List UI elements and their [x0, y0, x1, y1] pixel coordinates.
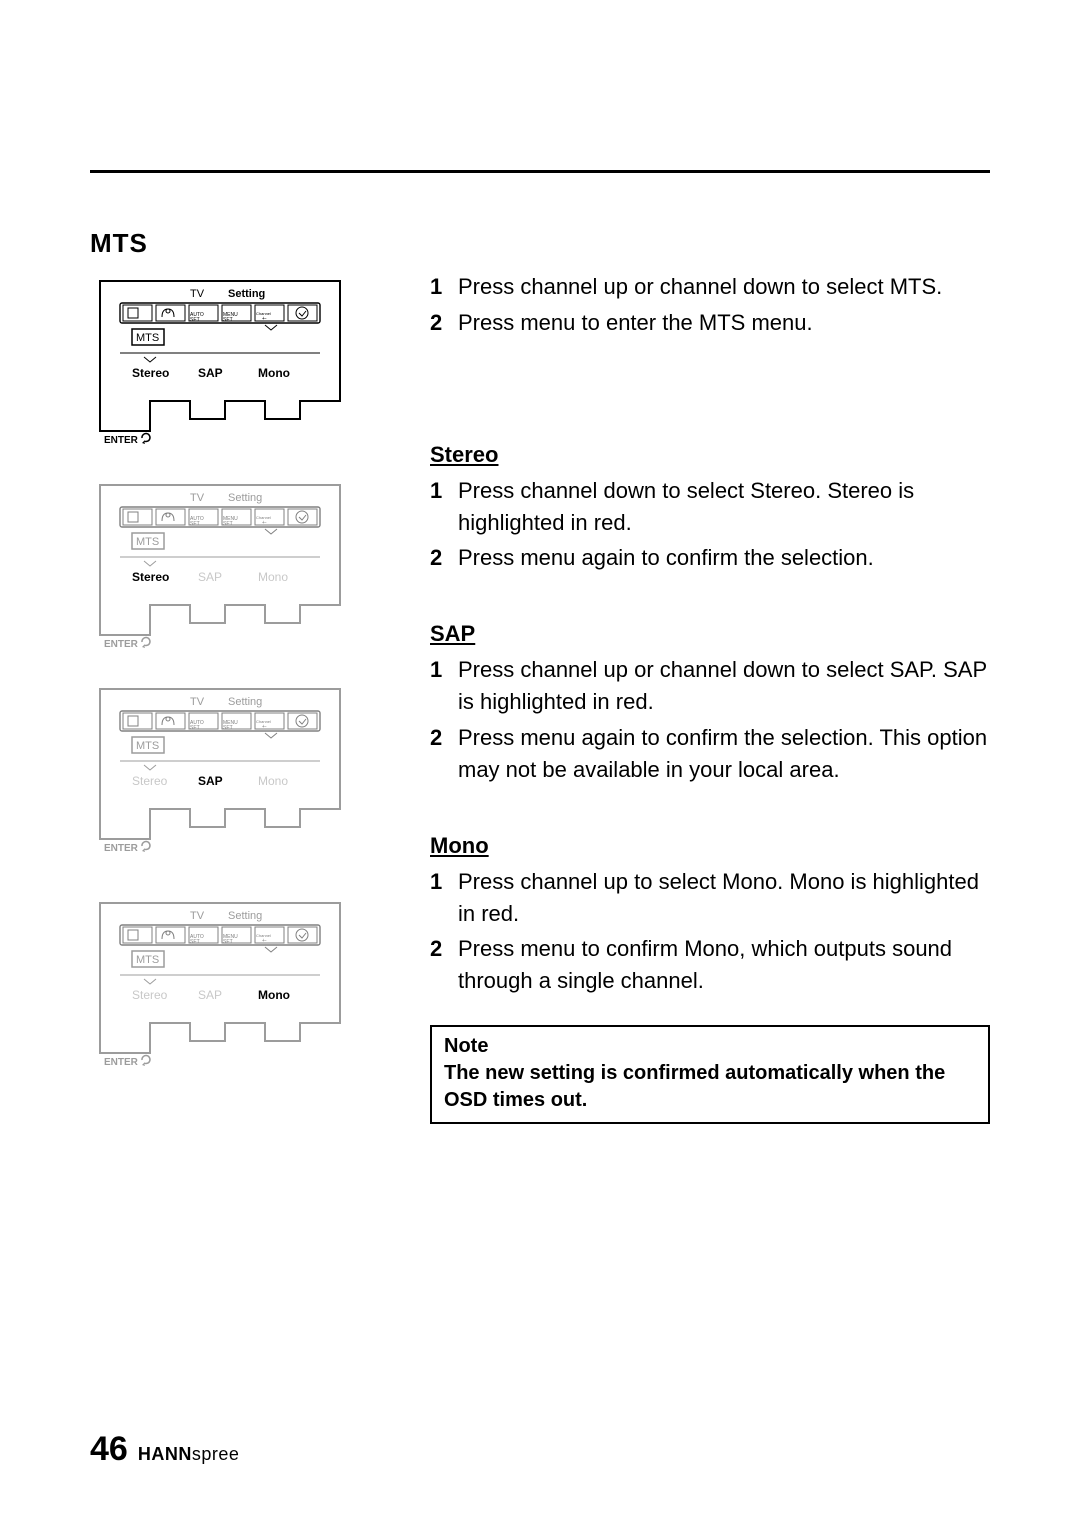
svg-text:SET: SET — [223, 317, 233, 323]
svg-text:Mono: Mono — [258, 774, 288, 788]
svg-text:Stereo: Stereo — [132, 366, 169, 380]
osd-panel-3: TVSettingAUTOSETMENUSETChannel+-MTSStere… — [90, 679, 390, 859]
svg-text:SET: SET — [223, 725, 233, 731]
text-column: 1Press channel up or channel down to sel… — [430, 271, 990, 1124]
intro-steps: 1 Press channel up or channel down to sel… — [430, 271, 990, 339]
page-number: 46 — [90, 1430, 128, 1469]
step-text: Press menu again to confirm the selectio… — [458, 722, 990, 786]
step-text: Press menu to enter the MTS menu. — [458, 307, 813, 339]
step-number: 1 — [430, 866, 448, 930]
svg-text:Setting: Setting — [228, 492, 262, 504]
step-number: 2 — [430, 542, 448, 574]
svg-text:ENTER: ENTER — [104, 1057, 139, 1068]
svg-text:TV: TV — [190, 696, 205, 708]
list-item: 2Press menu again to confirm the selecti… — [430, 722, 990, 786]
step-number: 1 — [430, 271, 448, 303]
step-text: Press menu again to confirm the selectio… — [458, 542, 874, 574]
list-item: 1Press channel down to select Stereo. St… — [430, 475, 990, 539]
svg-text:MTS: MTS — [136, 740, 159, 752]
svg-text:SAP: SAP — [198, 366, 223, 380]
list-item: 1 Press channel up or channel down to sel… — [430, 271, 990, 303]
svg-text:Stereo: Stereo — [132, 570, 169, 584]
horizontal-rule — [90, 170, 990, 173]
svg-text:SET: SET — [190, 725, 200, 731]
svg-text:Mono: Mono — [258, 366, 290, 380]
stereo-heading: Stereo — [430, 439, 990, 471]
svg-text:+-: +- — [262, 520, 267, 526]
svg-text:SET: SET — [190, 939, 200, 945]
svg-text:TV: TV — [190, 288, 205, 300]
list-item: 1Press channel up to select Mono. Mono i… — [430, 866, 990, 930]
osd-panel-4: TVSettingAUTOSETMENUSETChannel+-MTSStere… — [90, 893, 390, 1073]
svg-text:ENTER: ENTER — [104, 843, 139, 854]
step-text: Press menu to confirm Mono, which output… — [458, 933, 990, 997]
svg-text:ENTER: ENTER — [104, 435, 139, 446]
svg-text:Stereo: Stereo — [132, 774, 168, 788]
svg-text:SET: SET — [190, 317, 200, 323]
svg-text:SAP: SAP — [198, 774, 223, 788]
step-text: Press channel down to select Stereo. Ste… — [458, 475, 990, 539]
osd-panel-1: TVSettingAUTOSETMENUSETChannel+-MTSStere… — [90, 271, 390, 451]
list-item: 2 Press menu to enter the MTS menu. — [430, 307, 990, 339]
step-text: Press channel up or channel down to sele… — [458, 271, 942, 303]
svg-text:MTS: MTS — [136, 536, 159, 548]
svg-text:Stereo: Stereo — [132, 988, 168, 1002]
svg-text:TV: TV — [190, 492, 205, 504]
note-body: The new setting is confirmed automatical… — [444, 1060, 976, 1114]
step-number: 1 — [430, 654, 448, 718]
svg-text:+-: +- — [262, 724, 267, 730]
list-item: 1Press channel up or channel down to sel… — [430, 654, 990, 718]
mono-heading: Mono — [430, 830, 990, 862]
note-title: Note — [444, 1033, 976, 1060]
svg-text:+-: +- — [262, 938, 267, 944]
svg-text:SAP: SAP — [198, 988, 222, 1002]
list-item: 2Press menu to confirm Mono, which outpu… — [430, 933, 990, 997]
step-number: 2 — [430, 722, 448, 786]
step-text: Press channel up to select Mono. Mono is… — [458, 866, 990, 930]
diagram-column: TVSettingAUTOSETMENUSETChannel+-MTSStere… — [90, 271, 390, 1124]
note-box: Note The new setting is confirmed automa… — [430, 1025, 990, 1124]
svg-text:SET: SET — [223, 939, 233, 945]
step-number: 1 — [430, 475, 448, 539]
sap-steps: 1Press channel up or channel down to sel… — [430, 654, 990, 786]
brand-logo: HANNspree — [138, 1444, 240, 1465]
page-footer: 46 HANNspree — [90, 1430, 239, 1469]
svg-text:Setting: Setting — [228, 910, 262, 922]
svg-text:SET: SET — [223, 521, 233, 527]
svg-text:+-: +- — [262, 316, 267, 322]
mono-steps: 1Press channel up to select Mono. Mono i… — [430, 866, 990, 998]
svg-text:Setting: Setting — [228, 696, 262, 708]
svg-text:MTS: MTS — [136, 954, 159, 966]
stereo-steps: 1Press channel down to select Stereo. St… — [430, 475, 990, 575]
svg-text:Mono: Mono — [258, 988, 290, 1002]
sap-heading: SAP — [430, 618, 990, 650]
osd-panel-2: TVSettingAUTOSETMENUSETChannel+-MTSStere… — [90, 475, 390, 655]
svg-text:SAP: SAP — [198, 570, 222, 584]
step-text: Press channel up or channel down to sele… — [458, 654, 990, 718]
svg-text:ENTER: ENTER — [104, 639, 139, 650]
list-item: 2 Press menu again to confirm the selecti… — [430, 542, 990, 574]
svg-text:Setting: Setting — [228, 288, 265, 300]
svg-text:Mono: Mono — [258, 570, 288, 584]
section-title: MTS — [90, 228, 990, 259]
step-number: 2 — [430, 933, 448, 997]
svg-text:TV: TV — [190, 910, 205, 922]
svg-text:SET: SET — [190, 521, 200, 527]
step-number: 2 — [430, 307, 448, 339]
svg-text:MTS: MTS — [136, 332, 159, 344]
